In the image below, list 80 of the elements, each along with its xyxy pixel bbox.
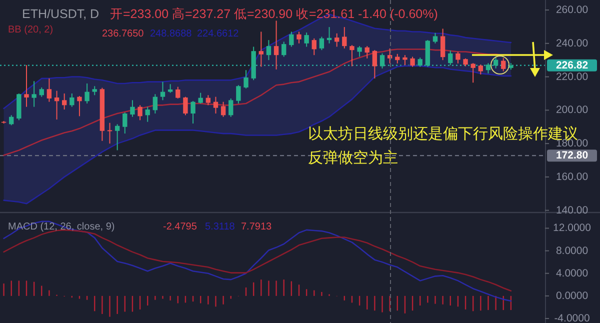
candlestick — [319, 36, 324, 51]
candlestick — [190, 100, 196, 124]
candlestick — [24, 64, 29, 108]
candlestick — [304, 32, 309, 48]
candlestick — [228, 98, 234, 118]
annotation: 248.8688 — [150, 28, 192, 40]
candlestick — [258, 31, 264, 68]
candlestick — [364, 46, 370, 59]
candlestick — [114, 124, 120, 151]
candlestick — [266, 40, 272, 61]
line-series — [3, 220, 512, 302]
candlestick — [342, 26, 347, 49]
annotation: 5.3118 — [205, 222, 236, 232]
candlestick — [84, 82, 90, 104]
candlestick — [160, 81, 166, 101]
candlestick — [39, 86, 44, 98]
y-tick-label: 220.00 — [556, 70, 588, 83]
ref-line-label: 172.80 — [556, 150, 588, 162]
candlestick — [380, 52, 385, 69]
candlestick — [198, 92, 203, 104]
y-tick-label: 0.0000 — [556, 290, 588, 302]
candlestick — [9, 114, 14, 126]
candlestick — [501, 58, 506, 72]
candlestick — [130, 100, 135, 118]
candlestick — [350, 44, 354, 67]
annotation: -2.4795 — [163, 222, 198, 232]
candlestick — [107, 122, 112, 144]
candlestick — [236, 84, 241, 104]
candlestick — [206, 94, 211, 106]
candlestick — [62, 92, 67, 110]
y-tick-label: 4.0000 — [556, 267, 588, 280]
candlestick — [493, 56, 498, 69]
candlestick — [334, 32, 340, 48]
candlestick — [410, 56, 415, 68]
candlestick — [54, 90, 60, 120]
candlestick — [138, 104, 142, 121]
candlestick — [220, 101, 226, 118]
candlestick — [357, 46, 362, 58]
candlestick — [289, 31, 294, 48]
candlestick — [122, 112, 128, 134]
ref-line-label: 226.82 — [556, 59, 588, 72]
text: 开=233.00 高=237.27 低=230.90 收=231.61 -1.40 (-0.60%) — [110, 6, 438, 21]
candlestick — [432, 32, 438, 44]
candlestick — [70, 92, 74, 108]
candlestick — [418, 57, 422, 68]
candlestick — [478, 64, 484, 75]
y-tick-label: 260.00 — [556, 4, 588, 16]
y-tick-label: 8.0000 — [556, 244, 588, 257]
candlestick — [312, 38, 316, 56]
annotation: 224.6612 — [197, 28, 240, 40]
candlestick — [456, 51, 460, 64]
candlestick — [296, 31, 302, 44]
candlestick — [92, 86, 97, 96]
y-tick-label: 160.00 — [556, 170, 588, 183]
candlestick — [32, 80, 36, 108]
candlestick — [213, 96, 218, 114]
candlestick — [372, 50, 378, 79]
text: BB (20, 2) — [8, 24, 54, 36]
candlestick — [77, 95, 82, 117]
candlestick — [486, 62, 491, 74]
candlestick — [448, 50, 453, 66]
candlestick — [183, 96, 188, 116]
y-tick-label: -4.0000 — [554, 312, 590, 323]
text: ETH/USDT, D — [22, 7, 100, 21]
candlestick — [46, 78, 52, 102]
annotation: 236.7650 — [102, 28, 144, 40]
candlestick — [282, 41, 286, 58]
candlestick — [176, 86, 180, 99]
y-tick-label: 12.0000 — [553, 222, 592, 234]
candlestick — [274, 20, 279, 70]
candlestick — [440, 28, 446, 61]
candlestick — [152, 94, 158, 114]
y-tick-label: 140.00 — [556, 204, 588, 216]
candlestick — [244, 70, 248, 89]
y-tick-label: 240.00 — [556, 37, 588, 50]
candlestick — [402, 54, 408, 66]
candlestick — [470, 62, 476, 84]
candlestick — [145, 106, 150, 122]
y-tick-label: 200.00 — [556, 104, 588, 116]
annotation: 7.7913 — [241, 222, 272, 232]
